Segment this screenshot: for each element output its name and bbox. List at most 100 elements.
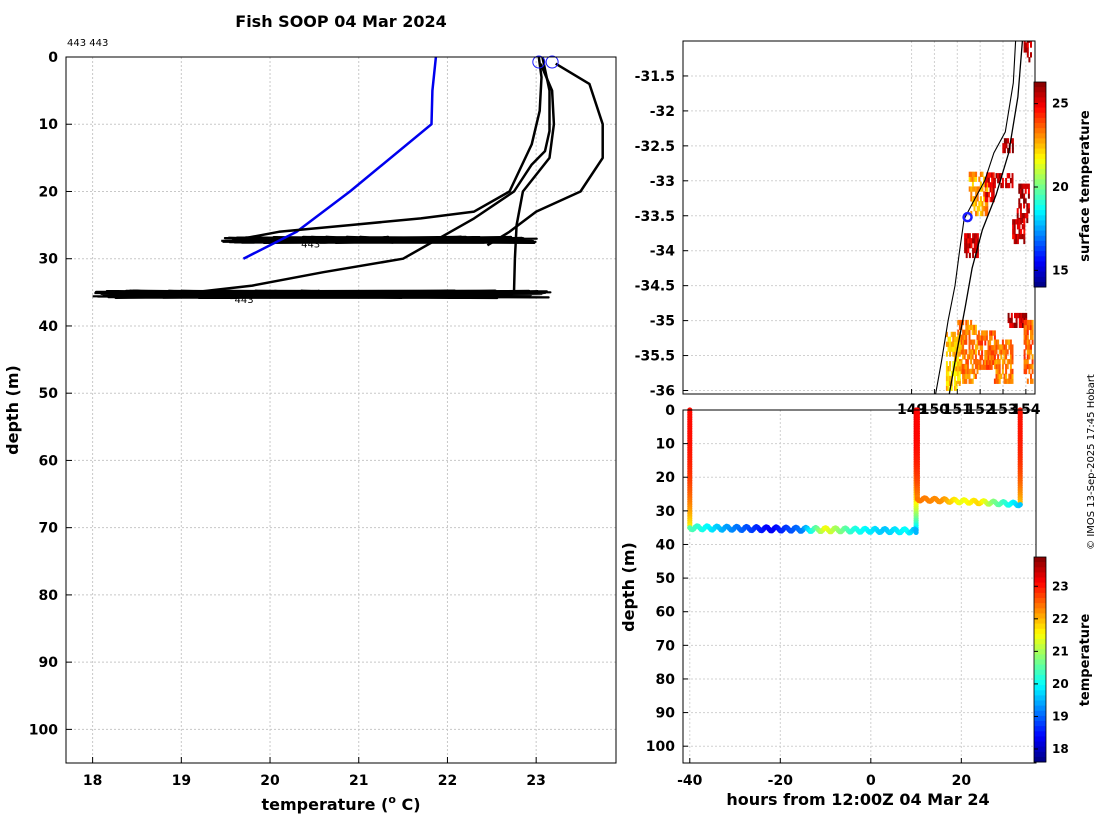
sst-cell — [1031, 324, 1034, 331]
timeseries-panel: 0 10 20 30 40 50 60 70 80 90 100 -40 -20 0 20 hours fr… — [619, 403, 1093, 809]
coastline — [935, 41, 1017, 394]
sst-cell — [976, 368, 979, 375]
sst-cell — [987, 340, 990, 346]
profile-ticks: 18 19 20 21 22 23 0 10 20 30 40 50 60 70 80 90 100 — [29, 50, 546, 789]
sst-cell — [989, 345, 992, 351]
sst-cell — [989, 187, 992, 193]
sst-cell — [945, 375, 948, 382]
sst-cell — [968, 233, 971, 239]
sst-cell — [1002, 147, 1005, 154]
sst-cell — [1030, 329, 1032, 335]
sst-cell — [971, 368, 974, 375]
sst-cell — [965, 319, 968, 326]
sst-colorbar: 15 20 25 — [1033, 81, 1069, 288]
sst-cell — [1006, 359, 1009, 365]
sst-cell — [1023, 47, 1026, 53]
sst-cell — [1026, 363, 1029, 370]
sst-cell — [1011, 354, 1014, 360]
sst-cell — [981, 186, 984, 192]
sst-colorbar-segment — [1034, 235, 1046, 242]
sst-cell — [990, 354, 993, 361]
sst-cell — [953, 385, 956, 391]
timeseries-data — [687, 407, 1023, 536]
map-panel: -31.5 -32 -32.5 -33 -33.5 -34 -34.5 -35 -35.5 -36… — [635, 40, 1093, 418]
sst-cell — [949, 366, 952, 372]
sst-colorbar-segment — [1034, 153, 1046, 160]
profile-cast-line — [512, 63, 556, 293]
sst-cell — [997, 339, 1000, 345]
sst-cell — [1001, 349, 1004, 355]
sst-cell — [1026, 42, 1029, 48]
sst-cell — [962, 329, 965, 335]
sst-cell — [973, 233, 976, 239]
sst-cell — [997, 373, 1000, 379]
sst-cell — [1022, 317, 1024, 324]
sst-cell — [1025, 339, 1028, 345]
sst-cell — [1013, 219, 1016, 225]
sst-cell — [973, 247, 976, 254]
sst-cell — [965, 339, 968, 345]
sst-cell — [984, 350, 987, 356]
temperature-colorbar-tick-label: 19 — [1052, 709, 1069, 723]
temperature-colorbar-segment — [1034, 567, 1046, 573]
sst-cell — [958, 380, 961, 386]
sst-cell — [985, 330, 988, 336]
sst-cell — [1024, 198, 1027, 204]
sst-cell — [1023, 334, 1026, 340]
temperature-colorbar-segment — [1034, 592, 1046, 599]
sst-cell — [973, 186, 976, 192]
sst-cell — [1006, 378, 1009, 384]
map-ytick-label: -32.5 — [635, 139, 675, 155]
sst-cell — [962, 349, 965, 355]
sst-cell — [990, 330, 993, 336]
sst-cell — [947, 341, 950, 347]
sst-cell — [991, 172, 994, 178]
sst-cell — [1019, 193, 1022, 199]
sst-cell — [958, 341, 961, 347]
sst-cell — [975, 196, 978, 202]
sst-cell — [973, 329, 976, 335]
map-ytick-label: -34 — [650, 244, 676, 260]
timeseries-ytick-label: 0 — [665, 403, 675, 419]
sst-cell — [1023, 312, 1026, 319]
sst-cell — [1016, 224, 1019, 230]
sst-cell — [987, 359, 990, 365]
sst-cell — [950, 346, 953, 352]
temperature-colorbar-tick-label: 22 — [1052, 612, 1069, 626]
sst-cell — [985, 354, 988, 361]
sst-cell — [968, 171, 971, 177]
sst-cell — [967, 247, 970, 254]
sst-cell — [1025, 42, 1028, 48]
sst-cell — [957, 378, 960, 384]
sst-cell — [952, 336, 955, 342]
sst-cell — [1023, 324, 1026, 331]
sst-cell — [949, 351, 952, 357]
sst-cell — [970, 349, 973, 355]
sst-cell — [981, 335, 984, 341]
sst-cell — [987, 364, 990, 370]
profile-xtick-label: 19 — [172, 773, 191, 789]
sst-cell — [981, 345, 984, 351]
sst-cell — [968, 349, 971, 355]
sst-cell — [992, 345, 995, 351]
sst-cell — [971, 378, 974, 384]
location-marker — [962, 211, 973, 223]
sst-cell — [993, 335, 996, 341]
sst-cell — [952, 351, 955, 357]
sst-cell — [995, 359, 998, 365]
sst-cell — [1015, 317, 1018, 324]
sst-cell — [949, 375, 952, 382]
temperature-colorbar-segment — [1034, 695, 1046, 701]
profile-ytick-label: 40 — [39, 319, 59, 335]
sst-cell — [945, 341, 948, 347]
sst-cell — [976, 233, 979, 239]
sst-cell — [1009, 317, 1012, 324]
profile-xtick-label: 23 — [526, 773, 545, 789]
sst-cell — [984, 210, 987, 217]
sst-cell — [970, 243, 973, 249]
sst-cell — [945, 331, 948, 338]
sst-cell — [1003, 359, 1006, 365]
sst-cell — [995, 344, 998, 350]
sst-cell — [995, 173, 998, 179]
